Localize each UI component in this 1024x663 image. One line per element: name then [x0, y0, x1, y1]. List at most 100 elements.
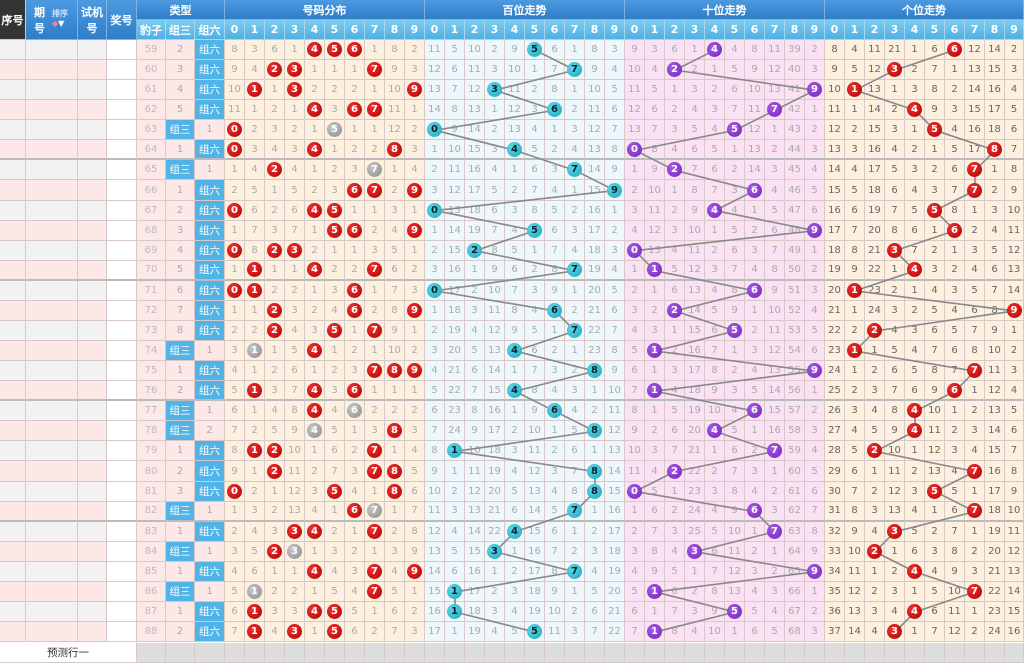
- prediction-cell[interactable]: [865, 643, 885, 663]
- prediction-cell[interactable]: [745, 643, 765, 663]
- prediction-cell[interactable]: [445, 643, 465, 663]
- row-period: [26, 80, 78, 101]
- hundreds-cell: 6: [605, 100, 625, 121]
- prediction-cell[interactable]: [137, 643, 166, 663]
- prediction-cell[interactable]: [965, 643, 985, 663]
- tens-cell: 3: [625, 200, 645, 221]
- hundreds-cell: 3: [465, 300, 485, 321]
- prediction-cell[interactable]: [525, 643, 545, 663]
- prediction-cell[interactable]: [285, 643, 305, 663]
- hundreds-cell: 2: [565, 541, 585, 562]
- tens-cell: 6: [705, 160, 725, 181]
- prediction-cell[interactable]: [605, 643, 625, 663]
- units-cell: 2: [925, 240, 945, 261]
- units-ball: 3: [887, 242, 902, 258]
- distribution-cell: 1: [405, 581, 425, 602]
- distribution-ball: 9: [407, 222, 422, 238]
- prediction-cell[interactable]: [545, 643, 565, 663]
- hundreds-cell: 1: [505, 361, 525, 382]
- hundreds-cell: 2: [605, 220, 625, 241]
- hundreds-cell: 11: [605, 401, 625, 422]
- distribution-cell: 3: [405, 60, 425, 81]
- units-cell: 6: [945, 381, 965, 402]
- hundreds-cell: 5: [605, 280, 625, 301]
- prediction-cell[interactable]: [405, 643, 425, 663]
- tens-cell: 12: [625, 100, 645, 121]
- hundreds-cell: 15: [445, 240, 465, 261]
- hundreds-ball: 8: [587, 423, 602, 439]
- prediction-cell[interactable]: [825, 643, 845, 663]
- units-cell: 8: [985, 140, 1005, 161]
- tens-cell: 2: [665, 501, 685, 522]
- prediction-cell[interactable]: [765, 643, 785, 663]
- hundreds-cell: 5: [525, 622, 545, 643]
- hundreds-cell: 13: [505, 120, 525, 141]
- units-cell: 7: [965, 180, 985, 201]
- tens-cell: 16: [765, 421, 785, 442]
- hundreds-cell: 6: [505, 260, 525, 281]
- prediction-cell[interactable]: [845, 643, 865, 663]
- prediction-cell[interactable]: [565, 643, 585, 663]
- tens-cell: 61: [785, 481, 805, 502]
- prediction-cell[interactable]: [245, 643, 265, 663]
- prediction-cell[interactable]: [645, 643, 665, 663]
- prediction-cell[interactable]: [265, 643, 285, 663]
- tens-cell: 2: [665, 461, 685, 482]
- row-test-number: [78, 220, 107, 241]
- prediction-cell[interactable]: [785, 643, 805, 663]
- prediction-cell[interactable]: [725, 643, 745, 663]
- prediction-cell[interactable]: [665, 643, 685, 663]
- prediction-cell[interactable]: [985, 643, 1005, 663]
- prediction-cell[interactable]: [625, 643, 645, 663]
- units-cell: 9: [945, 561, 965, 582]
- prediction-cell[interactable]: [305, 643, 325, 663]
- prediction-cell[interactable]: [925, 643, 945, 663]
- units-cell: 7: [945, 521, 965, 542]
- units-ball: 4: [907, 102, 922, 118]
- prediction-cell[interactable]: [325, 643, 345, 663]
- distribution-ball: 9: [407, 302, 422, 318]
- type-group6-hit: 组六: [195, 300, 225, 321]
- prediction-cell[interactable]: [195, 643, 225, 663]
- prediction-cell[interactable]: [385, 643, 405, 663]
- prediction-cell[interactable]: [585, 643, 605, 663]
- prediction-cell[interactable]: [885, 643, 905, 663]
- tens-cell: 16: [685, 341, 705, 362]
- tens-cell: 42: [785, 100, 805, 121]
- prediction-cell[interactable]: [425, 643, 445, 663]
- tens-cell: 7: [645, 521, 665, 542]
- header-digit: 3: [685, 20, 705, 40]
- hundreds-cell: 1: [525, 60, 545, 81]
- header-period-sort[interactable]: 期号排序 ◆▼: [26, 0, 78, 40]
- prediction-cell[interactable]: [1005, 643, 1024, 663]
- type-leopard-omission: 72: [137, 300, 166, 321]
- hundreds-cell: 5: [545, 501, 565, 522]
- prediction-cell[interactable]: [805, 643, 825, 663]
- prediction-cell[interactable]: [166, 643, 195, 663]
- tens-cell: 58: [785, 421, 805, 442]
- type-leopard-omission: 83: [137, 521, 166, 542]
- prediction-cell[interactable]: [225, 643, 245, 663]
- prediction-cell[interactable]: [505, 643, 525, 663]
- distribution-cell: 7: [325, 461, 345, 482]
- hundreds-cell: 13: [525, 481, 545, 502]
- prediction-cell[interactable]: [365, 643, 385, 663]
- hundreds-cell: 2: [525, 260, 545, 281]
- distribution-cell: 8: [385, 40, 405, 61]
- row-period: [26, 341, 78, 362]
- hundreds-cell: 6: [605, 300, 625, 321]
- prediction-cell[interactable]: [485, 643, 505, 663]
- prediction-cell[interactable]: [905, 643, 925, 663]
- distribution-ball: 6: [347, 42, 362, 58]
- prediction-cell[interactable]: [945, 643, 965, 663]
- distribution-ball: 6: [347, 403, 362, 419]
- prediction-cell[interactable]: [345, 643, 365, 663]
- units-cell: 12: [985, 381, 1005, 402]
- hundreds-ball: 7: [567, 503, 582, 519]
- prediction-cell[interactable]: [705, 643, 725, 663]
- units-cell: 1: [925, 501, 945, 522]
- prediction-cell[interactable]: [465, 643, 485, 663]
- distribution-cell: 2: [325, 521, 345, 542]
- prediction-cell[interactable]: [685, 643, 705, 663]
- sort-toggle[interactable]: 排序 ◆▼: [52, 9, 68, 28]
